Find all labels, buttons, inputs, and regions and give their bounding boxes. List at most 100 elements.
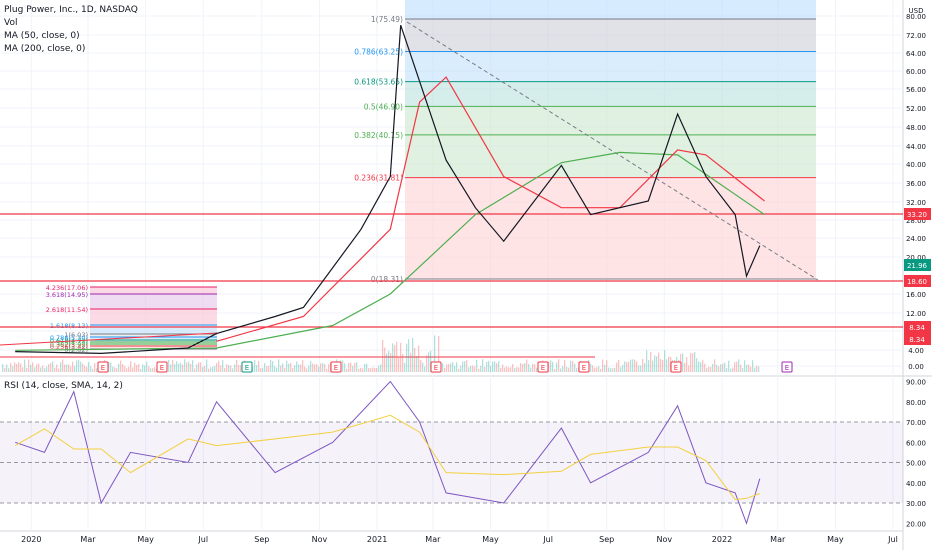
volume-bar	[12, 366, 14, 372]
volume-bar	[122, 364, 124, 372]
volume-bar	[686, 357, 688, 372]
volume-bar	[256, 365, 258, 372]
volume-bar	[66, 364, 68, 372]
fib-zone	[405, 177, 816, 279]
volume-bar	[692, 353, 694, 372]
volume-bar	[612, 368, 614, 372]
volume-bar	[34, 367, 36, 372]
volume-bar	[190, 363, 192, 372]
volume-bar	[280, 365, 282, 372]
fib-level-label: 0.786(63.25)	[354, 47, 403, 56]
volume-bar	[64, 364, 66, 372]
volume-bar	[48, 364, 50, 372]
volume-bar	[90, 366, 92, 372]
volume-bar	[38, 363, 40, 372]
earnings-marker	[156, 361, 168, 373]
volume-bar	[574, 363, 576, 372]
rsi-tick-label: 50.00	[906, 460, 926, 468]
volume-bar	[196, 364, 198, 372]
volume-bar	[388, 350, 390, 372]
volume-bar	[520, 363, 522, 372]
volume-bar	[72, 361, 74, 372]
volume-bar	[202, 366, 204, 372]
legend-vol[interactable]: Vol	[4, 18, 18, 28]
volume-bar	[320, 363, 322, 372]
volume-bar	[400, 342, 402, 372]
price-line	[15, 25, 761, 355]
volume-bar	[186, 362, 188, 372]
volume-bar	[532, 363, 534, 372]
fib-ext-zone	[90, 342, 217, 344]
volume-bar	[94, 363, 96, 372]
volume-bar	[236, 359, 238, 372]
volume-bar	[168, 359, 170, 372]
volume-bar	[112, 366, 114, 372]
volume-bar	[16, 364, 18, 372]
volume-bar	[398, 356, 400, 372]
volume-bar	[220, 365, 222, 372]
volume-bar	[318, 366, 320, 372]
volume-bar	[528, 363, 530, 372]
volume-bar	[312, 363, 314, 372]
volume-bar	[720, 364, 722, 372]
volume-bar	[194, 368, 196, 372]
volume-bar	[504, 367, 506, 372]
volume-bar	[600, 368, 602, 372]
volume-bar	[322, 363, 324, 372]
volume-bar	[624, 361, 626, 372]
volume-bar	[264, 363, 266, 372]
volume-bar	[274, 366, 276, 372]
earnings-marker	[97, 361, 109, 373]
legend-ma50[interactable]: MA (50, close, 0)	[4, 31, 80, 41]
volume-bar	[70, 366, 72, 372]
rsi-line	[15, 380, 761, 525]
volume-bar	[2, 364, 4, 372]
volume-bar	[558, 359, 560, 372]
volume-bar	[62, 359, 64, 372]
earnings-marker-label: E	[582, 364, 586, 372]
volume-bar	[630, 359, 632, 372]
legend-ma200[interactable]: MA (200, close, 0)	[4, 44, 86, 54]
volume-bar	[702, 359, 704, 372]
volume-bar	[20, 363, 22, 372]
volume-bar	[644, 363, 646, 372]
x-tick-label: 2022	[712, 535, 732, 544]
rsi-tick-label: 20.00	[906, 520, 926, 528]
volume-bar	[92, 368, 94, 372]
chart-title[interactable]: Plug Power, Inc., 1D, NASDAQ	[4, 5, 138, 15]
volume-bar	[310, 360, 312, 372]
volume-bar	[232, 368, 234, 372]
volume-bar	[446, 364, 448, 372]
volume-bar	[364, 364, 366, 372]
currency-label: USD	[909, 7, 924, 15]
dashed-trendline	[406, 21, 819, 281]
volume-bar	[718, 366, 720, 372]
volume-bar	[616, 362, 618, 372]
volume-bar	[46, 366, 48, 372]
volume-bar	[750, 366, 752, 372]
volume-bar	[118, 363, 120, 372]
volume-bar	[726, 368, 728, 372]
volume-bar	[516, 367, 518, 372]
volume-bar	[76, 360, 78, 372]
price-marker-label: 8.34	[909, 336, 925, 344]
earnings-marker	[670, 361, 682, 373]
volume-bar	[272, 361, 274, 372]
volume-bar	[108, 361, 110, 372]
fib-zone	[405, 134, 816, 178]
volume-bar	[622, 364, 624, 372]
price-tick-label: 4.00	[908, 347, 924, 355]
fib-ext-label: 1(6.03)	[64, 331, 88, 339]
rsi-legend[interactable]: RSI (14, close, SMA, 14, 2)	[4, 381, 123, 391]
volume-bar	[14, 362, 16, 372]
volume-bar	[684, 362, 686, 372]
volume-bar	[204, 365, 206, 372]
volume-bar	[470, 366, 472, 372]
fib-ext-zone	[90, 340, 217, 342]
volume-bar	[572, 360, 574, 372]
x-tick-label: 2021	[367, 535, 387, 544]
volume-bar	[464, 361, 466, 372]
volume-bar	[24, 359, 26, 372]
volume-bar	[460, 365, 462, 372]
